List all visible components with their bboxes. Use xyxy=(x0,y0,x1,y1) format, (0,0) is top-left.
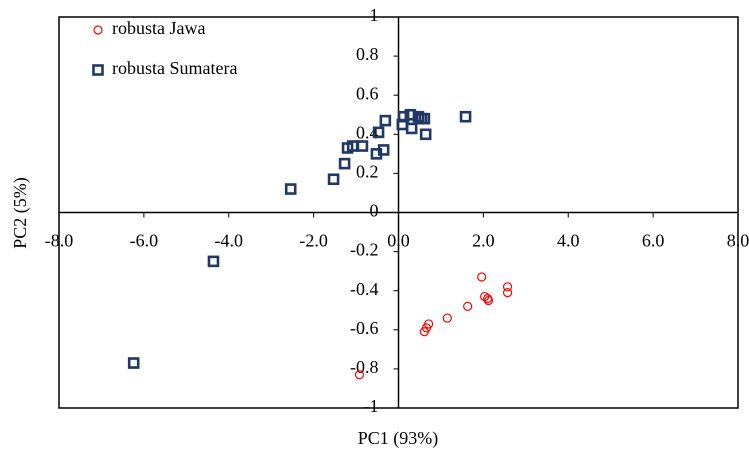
point xyxy=(356,140,369,152)
point xyxy=(477,272,487,282)
y-tick-label: -0.6 xyxy=(350,318,379,338)
point xyxy=(442,313,452,323)
point xyxy=(463,301,473,311)
point xyxy=(418,112,431,125)
y-tick-label: 0.2 xyxy=(356,162,379,182)
x-tick-label: -2.0 xyxy=(299,231,328,251)
x-tick-label: 8.0 xyxy=(727,231,749,251)
y-tick-label: 1 xyxy=(370,5,379,25)
legend-label: robusta Jawa xyxy=(112,18,205,38)
x-tick-label: 0.0 xyxy=(387,231,410,251)
x-tick-label: 4.0 xyxy=(557,231,580,251)
x-tick-label: -6.0 xyxy=(130,231,159,251)
point xyxy=(483,295,494,306)
point xyxy=(377,144,390,156)
y-tick-label: -0.8 xyxy=(350,357,379,377)
y-tick-label: 0.8 xyxy=(356,44,379,64)
y-tick-label: -0.4 xyxy=(350,279,379,299)
point xyxy=(207,255,220,268)
y-axis-title: PC2 (5%) xyxy=(10,177,31,249)
y-tick-label: -1 xyxy=(364,396,379,416)
point xyxy=(502,282,513,292)
point xyxy=(412,110,425,123)
y-tick-label: 0.6 xyxy=(356,83,379,103)
point xyxy=(459,110,472,123)
legend-marker xyxy=(93,25,103,35)
point xyxy=(354,370,365,380)
point xyxy=(327,173,340,186)
point xyxy=(372,126,385,139)
x-tick-label: -8.0 xyxy=(45,231,74,251)
x-axis-title: PC1 (93%) xyxy=(358,428,439,449)
point xyxy=(419,128,432,141)
y-tick-label: -0.2 xyxy=(350,240,379,260)
point xyxy=(338,157,351,170)
legend-marker xyxy=(92,64,104,76)
y-tick-label: 0 xyxy=(370,201,379,221)
point xyxy=(502,288,513,298)
legend-label: robusta Sumatera xyxy=(112,58,237,78)
point xyxy=(405,122,418,135)
x-tick-label: 2.0 xyxy=(472,231,495,251)
x-tick-label: -4.0 xyxy=(215,231,244,251)
point xyxy=(379,114,392,127)
x-tick-label: 6.0 xyxy=(642,231,665,251)
point xyxy=(419,327,429,337)
point xyxy=(127,357,140,369)
point xyxy=(284,183,297,195)
